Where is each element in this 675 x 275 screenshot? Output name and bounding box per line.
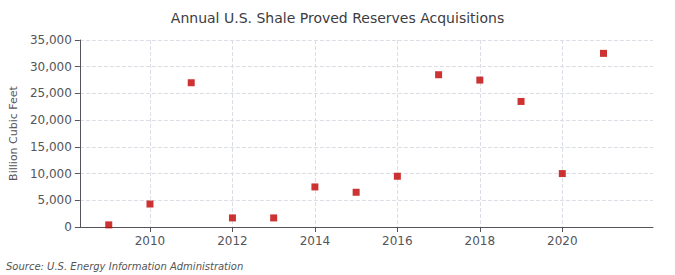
svg-text:0: 0 <box>64 220 72 234</box>
svg-text:Annual U.S. Shale Proved Reser: Annual U.S. Shale Proved Reserves Acquis… <box>171 10 504 26</box>
svg-text:2020: 2020 <box>547 234 578 248</box>
svg-text:35,000: 35,000 <box>30 33 72 47</box>
svg-text:Billion Cubic Feet: Billion Cubic Feet <box>7 85 20 180</box>
svg-text:15,000: 15,000 <box>30 140 72 154</box>
svg-text:5,000: 5,000 <box>38 193 72 207</box>
svg-text:2010: 2010 <box>135 234 166 248</box>
svg-text:20,000: 20,000 <box>30 113 72 127</box>
svg-text:25,000: 25,000 <box>30 86 72 100</box>
svg-text:30,000: 30,000 <box>30 60 72 74</box>
svg-text:Source: U.S. Energy Informatio: Source: U.S. Energy Information Administ… <box>6 261 243 272</box>
svg-text:2014: 2014 <box>300 234 331 248</box>
svg-text:2016: 2016 <box>382 234 413 248</box>
svg-text:2012: 2012 <box>217 234 248 248</box>
svg-text:10,000: 10,000 <box>30 167 72 181</box>
svg-text:2018: 2018 <box>465 234 496 248</box>
